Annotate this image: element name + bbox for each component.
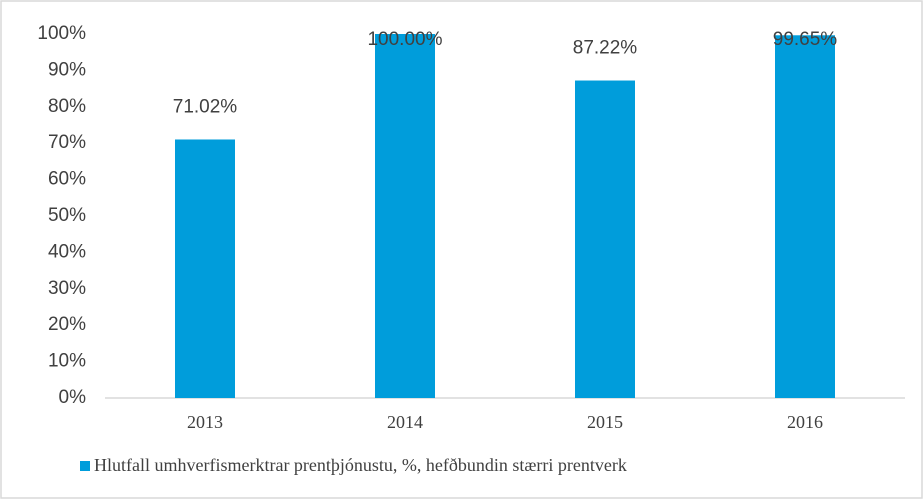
- value-label: 87.22%: [573, 38, 638, 59]
- y-tick-label: 40%: [48, 241, 86, 262]
- y-tick-label: 60%: [48, 169, 86, 190]
- value-label: 71.02%: [173, 97, 238, 118]
- x-tick-label: 2014: [387, 412, 423, 432]
- value-label: 99.65%: [773, 29, 838, 50]
- legend-label: Hlutfall umhverfismerktrar prentþjónustu…: [94, 455, 627, 475]
- y-tick-label: 30%: [48, 278, 86, 299]
- y-tick-label: 90%: [48, 59, 86, 80]
- bar: [575, 80, 635, 399]
- x-tick-label: 2013: [187, 412, 223, 432]
- y-tick-label: 50%: [48, 205, 86, 226]
- y-tick-label: 0%: [59, 387, 87, 408]
- x-tick-label: 2015: [587, 412, 623, 432]
- legend-swatch: [80, 461, 90, 471]
- y-tick-label: 70%: [48, 132, 86, 153]
- y-tick-label: 80%: [48, 96, 86, 117]
- bar: [375, 34, 435, 398]
- y-tick-label: 10%: [48, 351, 86, 372]
- x-tick-label: 2016: [787, 412, 823, 432]
- y-tick-label: 20%: [48, 314, 86, 335]
- value-label: 100.00%: [367, 29, 442, 50]
- bar: [175, 139, 235, 399]
- y-tick-label: 100%: [37, 23, 86, 44]
- bar: [775, 35, 835, 399]
